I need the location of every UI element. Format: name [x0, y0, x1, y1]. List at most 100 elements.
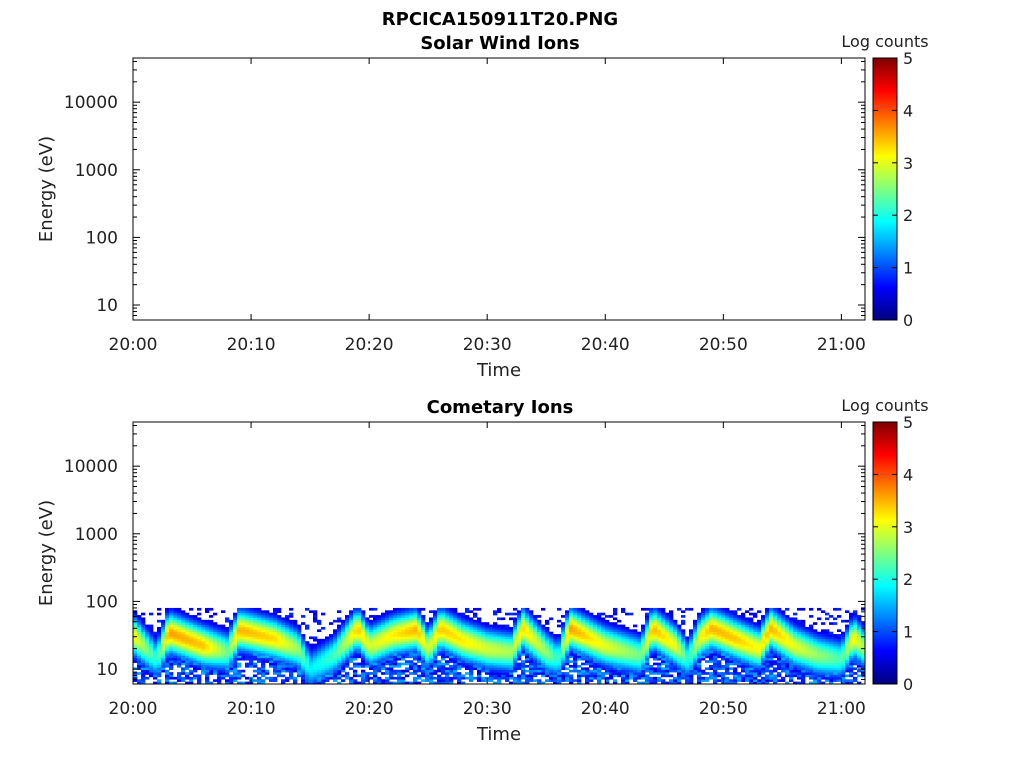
heatmap-cell: [317, 655, 322, 659]
heatmap-cell: [561, 641, 566, 644]
heatmap-cell: [833, 662, 838, 666]
heatmap-cell: [281, 674, 286, 678]
heatmap-cell: [281, 662, 286, 666]
heatmap-cell: [185, 636, 190, 640]
heatmap-cell: [625, 638, 630, 642]
heatmap-cell: [169, 643, 174, 647]
heatmap-cell: [797, 660, 802, 663]
heatmap-cell: [753, 641, 758, 644]
heatmap-cell: [165, 653, 170, 656]
heatmap-cell: [165, 617, 170, 621]
heatmap-cell: [589, 624, 594, 628]
heatmap-cell: [385, 615, 390, 618]
heatmap-cell: [533, 662, 538, 666]
heatmap-cell: [701, 631, 706, 635]
heatmap-cell: [441, 664, 446, 668]
heatmap-cell: [813, 622, 818, 625]
heatmap-cell: [473, 664, 478, 668]
heatmap-cell: [605, 615, 610, 618]
heatmap-cell: [145, 669, 150, 673]
heatmap-cell: [325, 662, 330, 666]
heatmap-cell: [745, 641, 750, 644]
heatmap-cell: [749, 679, 754, 682]
heatmap-cell: [573, 650, 578, 654]
heatmap-cell: [405, 607, 410, 611]
heatmap-cell: [769, 657, 774, 661]
heatmap-cell: [145, 672, 150, 675]
heatmap-cell: [485, 624, 490, 628]
heatmap-cell: [373, 681, 378, 684]
heatmap-cell: [785, 648, 790, 652]
heatmap-cell: [737, 648, 742, 652]
heatmap-cell: [585, 662, 590, 666]
heatmap-cell: [301, 657, 306, 661]
heatmap-cell: [681, 655, 686, 659]
heatmap-cell: [849, 667, 854, 671]
heatmap-cell: [625, 681, 630, 684]
heatmap-cell: [521, 643, 526, 647]
heatmap-cell: [693, 638, 698, 642]
heatmap-cell: [269, 629, 274, 633]
heatmap-cell: [753, 643, 758, 647]
heatmap-cell: [293, 664, 298, 668]
heatmap-cell: [417, 610, 422, 613]
heatmap-cell: [665, 653, 670, 656]
heatmap-cell: [465, 634, 470, 637]
heatmap-cell: [341, 648, 346, 652]
heatmap-cell: [661, 641, 666, 644]
heatmap-cell: [741, 653, 746, 656]
heatmap-cell: [585, 610, 590, 613]
heatmap-cell: [801, 636, 806, 640]
heatmap-cell: [697, 667, 702, 671]
heatmap-cell: [593, 638, 598, 642]
heatmap-cell: [405, 622, 410, 625]
heatmap-cell: [797, 667, 802, 671]
heatmap-cell: [609, 624, 614, 628]
heatmap-cell: [433, 619, 438, 623]
heatmap-cell: [149, 645, 154, 649]
heatmap-cell: [701, 612, 706, 616]
heatmap-cell: [701, 653, 706, 656]
heatmap-cell: [589, 634, 594, 637]
heatmap-cell: [313, 657, 318, 661]
heatmap-cell: [669, 664, 674, 668]
heatmap-cell: [397, 681, 402, 684]
heatmap-cell: [725, 624, 730, 628]
heatmap-cell: [773, 610, 778, 613]
heatmap-cell: [441, 615, 446, 618]
heatmap-cell: [353, 657, 358, 661]
heatmap-cell: [169, 681, 174, 684]
plot-frame: [132, 57, 866, 321]
heatmap-cell: [285, 624, 290, 628]
heatmap-cell: [841, 679, 846, 682]
heatmap-cell: [613, 634, 618, 637]
heatmap-cell: [457, 631, 462, 635]
heatmap-cell: [857, 660, 862, 663]
heatmap-cell: [817, 655, 822, 659]
heatmap-cell: [169, 667, 174, 671]
heatmap-cell: [241, 610, 246, 613]
heatmap-cell: [373, 662, 378, 666]
heatmap-cell: [193, 645, 198, 649]
heatmap-cell: [365, 631, 370, 635]
heatmap-cell: [677, 638, 682, 642]
heatmap-cell: [473, 643, 478, 647]
heatmap-cell: [645, 629, 650, 633]
heatmap-cell: [225, 648, 230, 652]
heatmap-cell: [317, 622, 322, 625]
heatmap-cell: [589, 657, 594, 661]
heatmap-cell: [761, 679, 766, 682]
heatmap-cell: [173, 638, 178, 642]
heatmap-cell: [585, 655, 590, 659]
heatmap-cell: [341, 667, 346, 671]
heatmap-cell: [637, 645, 642, 649]
heatmap-cell: [397, 624, 402, 628]
heatmap-cell: [637, 660, 642, 663]
heatmap-cell: [245, 650, 250, 654]
heatmap-cell: [489, 679, 494, 682]
heatmap-cell: [577, 629, 582, 633]
heatmap-cell: [405, 617, 410, 621]
heatmap-cell: [581, 617, 586, 621]
heatmap-cell: [585, 645, 590, 649]
heatmap-cell: [425, 679, 430, 682]
